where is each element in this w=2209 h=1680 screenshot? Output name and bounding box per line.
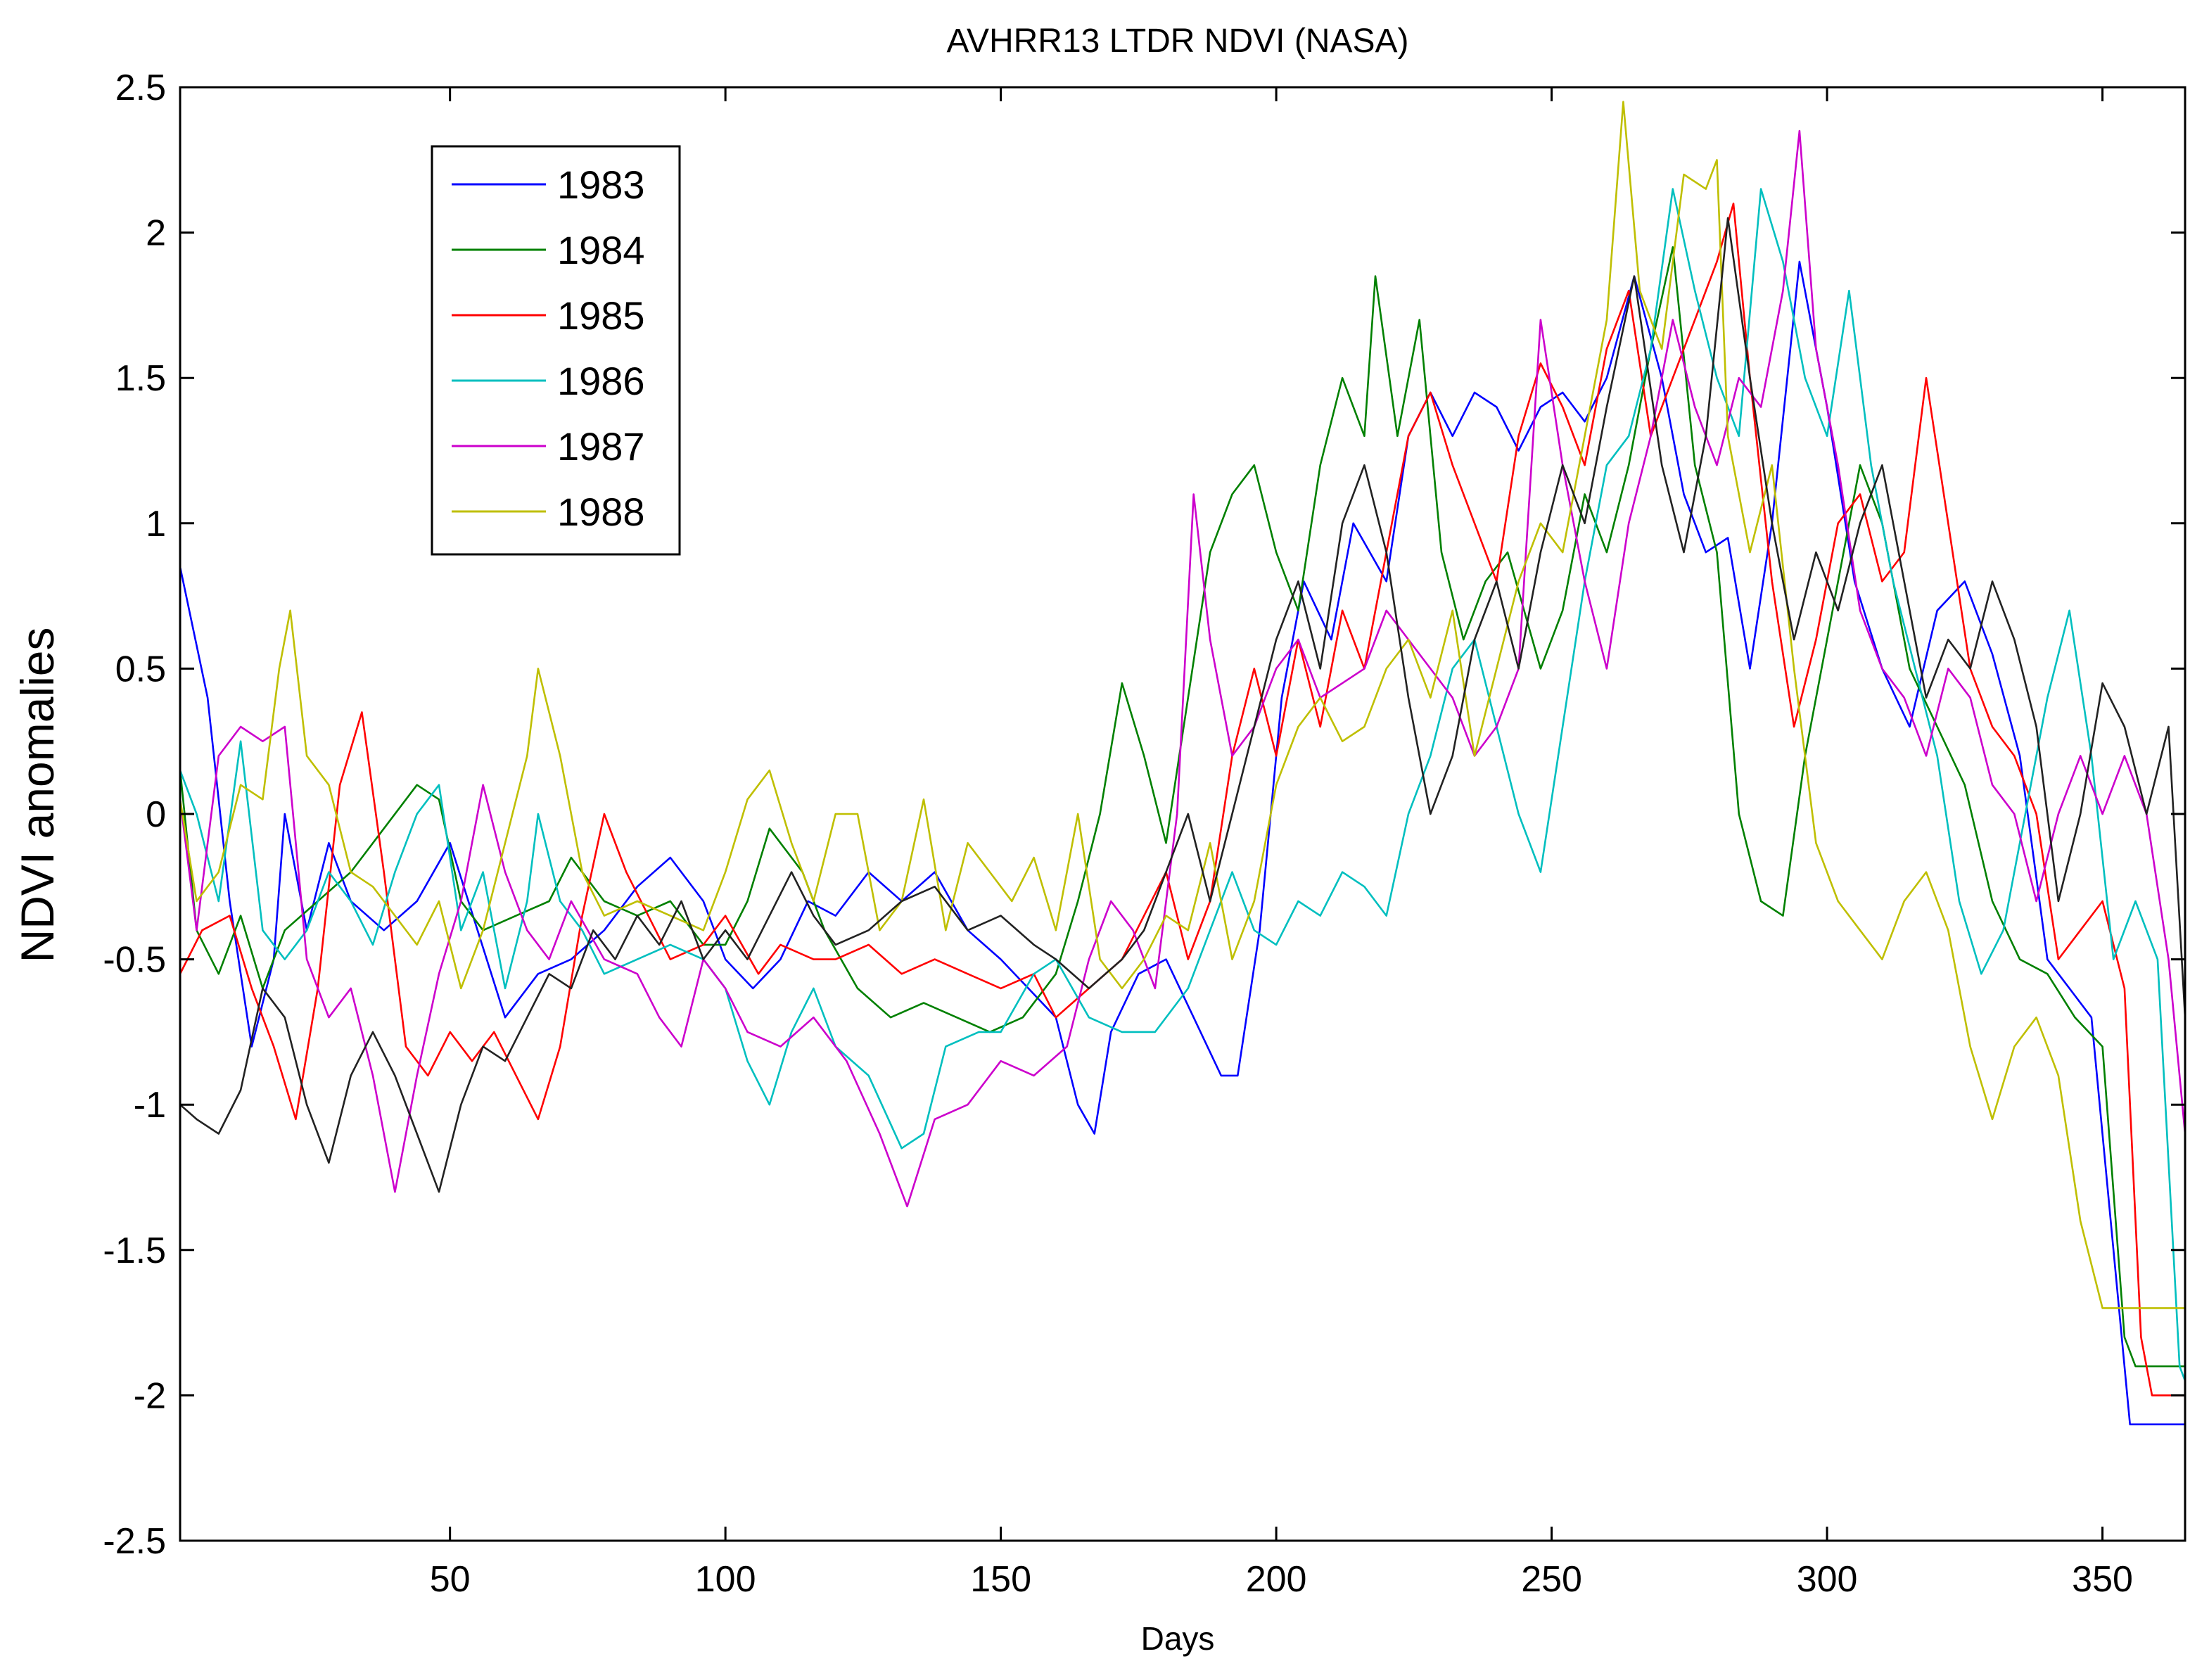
legend-label-1988: 1988 — [557, 490, 645, 534]
y-axis-label: NDVI anomalies — [11, 628, 63, 963]
y-tick-label: -1 — [134, 1085, 166, 1126]
y-tick-label: 2.5 — [115, 68, 166, 108]
x-tick-label: 300 — [1797, 1559, 1858, 1600]
x-tick-label: 250 — [1521, 1559, 1582, 1600]
series-layer — [180, 101, 2185, 1425]
y-tick-label: -1.5 — [103, 1230, 166, 1271]
y-tick-label: -2 — [134, 1375, 166, 1416]
y-tick-label: 1 — [146, 504, 166, 545]
x-axis-label: Days — [1141, 1620, 1215, 1657]
y-tick-label: 2 — [146, 213, 166, 254]
y-tick-label: 0 — [146, 794, 166, 835]
series-line-1987 — [180, 129, 2185, 1208]
legend-label-1984: 1984 — [557, 228, 645, 272]
y-tick-label: -0.5 — [103, 940, 166, 981]
x-tick-label: 350 — [2072, 1559, 2133, 1600]
x-tick-label: 200 — [1246, 1559, 1307, 1600]
series-line-extra-6 — [180, 217, 2185, 1193]
y-tick-label: -2.5 — [103, 1521, 166, 1562]
series-line-1985 — [180, 203, 2185, 1396]
series-line-1988 — [180, 101, 2185, 1309]
legend-box — [431, 145, 681, 556]
legend-label-1985: 1985 — [557, 293, 645, 338]
legend: 1983 1984 1985 1986 1987 1988 — [431, 145, 681, 556]
x-tick-label: 100 — [695, 1559, 756, 1600]
legend-label-1986: 1986 — [557, 359, 645, 403]
chart-title: AVHRR13 LTDR NDVI (NASA) — [947, 23, 1409, 60]
legend-label-1983: 1983 — [557, 163, 645, 207]
legend-label-1987: 1987 — [557, 424, 645, 469]
x-tick-label: 50 — [430, 1559, 471, 1600]
axes-layer: -2.5 -2 -1.5 -1 -0.5 0 0.5 1 1.5 2 2.5 50 100 150 200 2… — [103, 68, 2186, 1600]
series-line-1986 — [180, 188, 2185, 1382]
y-tick-label: 1.5 — [115, 358, 166, 399]
x-tick-label: 150 — [970, 1559, 1031, 1600]
y-tick-label: 0.5 — [115, 649, 166, 689]
